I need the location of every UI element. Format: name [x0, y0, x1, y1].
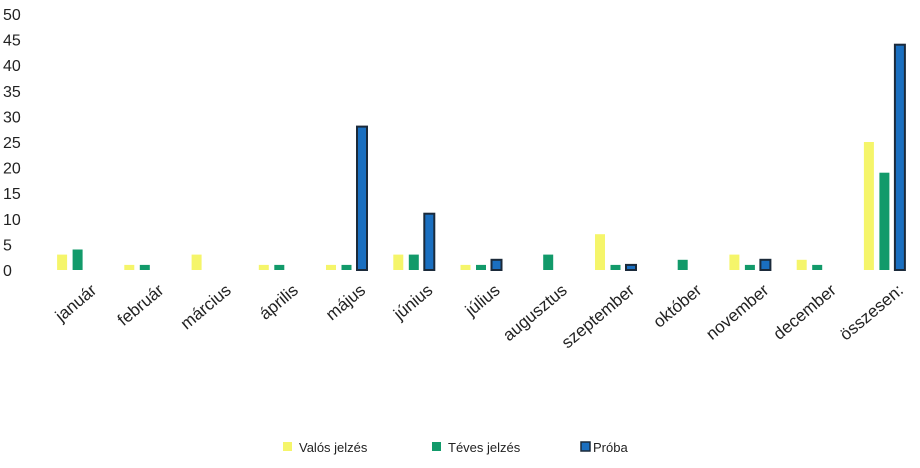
- x-tick-label: május: [322, 281, 369, 325]
- bar: [460, 264, 471, 270]
- bar: [139, 264, 150, 270]
- legend-label: Próba: [593, 440, 628, 455]
- bar: [677, 259, 688, 270]
- bar: [356, 125, 368, 271]
- x-tick-label: összesen:: [836, 281, 907, 345]
- bar: [729, 254, 740, 270]
- y-tick-label: 25: [3, 135, 21, 152]
- y-tick-label: 15: [3, 186, 21, 203]
- bar: [759, 258, 772, 271]
- x-tick-label: április: [256, 281, 302, 324]
- y-tick-label: 35: [3, 84, 21, 101]
- bar: [744, 264, 755, 270]
- bar: [274, 264, 285, 270]
- y-tick-label: 0: [3, 263, 12, 280]
- legend-label: Valós jelzés: [299, 440, 368, 455]
- legend: Valós jelzés Téves jelzés Próba: [283, 440, 628, 455]
- bar: [863, 142, 874, 270]
- x-axis-labels: január február március április május június jú…: [51, 280, 907, 352]
- bar: [893, 43, 906, 272]
- legend-swatch: [283, 442, 292, 451]
- x-tick-label: március: [177, 281, 235, 334]
- bar: [476, 264, 486, 270]
- bar: [326, 264, 336, 270]
- x-tick-label: június: [389, 281, 436, 325]
- y-tick-label: 10: [3, 212, 21, 229]
- x-tick-label: július: [461, 281, 504, 321]
- legend-label: Téves jelzés: [448, 440, 521, 455]
- x-tick-label: október: [650, 280, 706, 331]
- bar: [124, 264, 135, 270]
- y-axis-ticks: 0 5 10 15 20 25 30 35 40 45 50: [3, 7, 21, 280]
- bar: [625, 263, 637, 271]
- y-tick-label: 30: [3, 109, 21, 126]
- x-tick-label: november: [702, 280, 772, 343]
- x-tick-label: február: [114, 280, 168, 329]
- y-tick-label: 45: [3, 33, 21, 50]
- bar: [72, 249, 83, 270]
- bar: [423, 212, 436, 271]
- legend-swatch: [432, 442, 441, 451]
- legend-swatch: [580, 441, 591, 452]
- bar: [408, 254, 419, 270]
- x-tick-label: január: [51, 280, 100, 326]
- bar: [610, 264, 621, 270]
- bar: [191, 254, 202, 270]
- bar: [341, 264, 352, 270]
- bar: [879, 172, 890, 270]
- bar: [258, 264, 269, 270]
- bar: [812, 264, 823, 270]
- bars: [57, 43, 906, 272]
- x-tick-label: december: [770, 280, 840, 343]
- bar: [796, 259, 807, 270]
- y-tick-label: 50: [3, 7, 21, 24]
- bar: [543, 254, 554, 270]
- y-tick-label: 40: [3, 58, 21, 75]
- y-tick-label: 5: [3, 237, 12, 254]
- bar: [595, 234, 605, 270]
- bar: [490, 258, 503, 271]
- bar: [393, 254, 404, 270]
- y-tick-label: 20: [3, 161, 21, 178]
- bar: [57, 254, 68, 270]
- x-tick-label: szeptember: [558, 280, 639, 352]
